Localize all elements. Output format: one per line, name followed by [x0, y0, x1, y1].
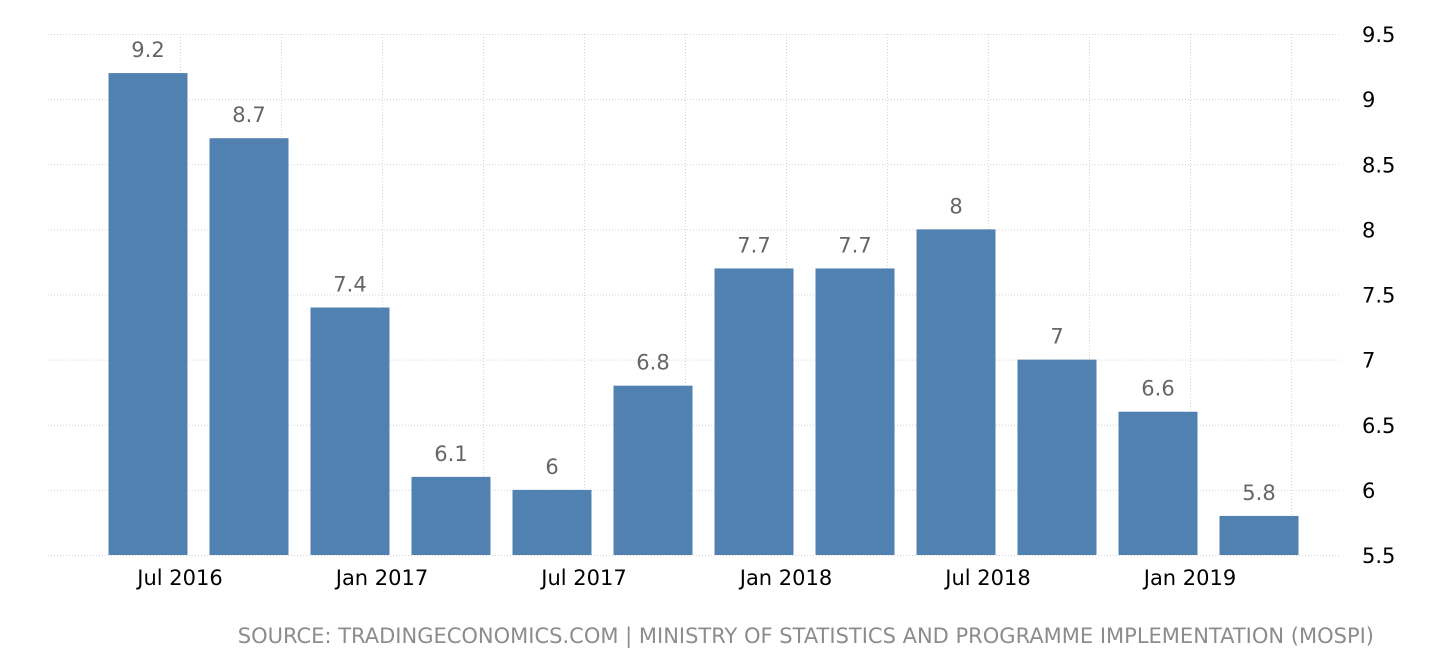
value-labels: 9.2 8.7 7.4 6.1 6 6.8 7.7 7.7 8 7 6.6 5.8	[131, 38, 1275, 505]
y-tick-label: 5.5	[1362, 544, 1395, 568]
grid-lines	[48, 34, 1340, 556]
y-tick-label: 9	[1362, 88, 1375, 112]
y-tick-label: 7	[1362, 349, 1375, 373]
y-tick-label: 7.5	[1362, 284, 1395, 308]
bar-value-label: 8	[949, 194, 962, 218]
bar-value-label: 7.7	[838, 233, 871, 257]
bar-value-label: 6	[545, 455, 558, 479]
bar[interactable]	[512, 489, 592, 555]
bar[interactable]	[815, 268, 895, 555]
x-tick-label: Jul 2018	[943, 566, 1030, 590]
bar[interactable]	[108, 73, 188, 555]
x-tick-label: Jul 2016	[135, 566, 222, 590]
bar-value-label: 5.8	[1242, 481, 1275, 505]
bar-value-label: 6.8	[636, 351, 669, 375]
bar[interactable]	[209, 138, 289, 555]
bar-value-label: 7.7	[737, 233, 770, 257]
bar[interactable]	[1118, 411, 1198, 555]
source-note: SOURCE: TRADINGECONOMICS.COM | MINISTRY …	[237, 624, 1374, 648]
bar-value-label: 6.1	[434, 442, 467, 466]
bar[interactable]	[310, 307, 390, 555]
bar-value-label: 6.6	[1141, 377, 1174, 401]
y-tick-label: 6	[1362, 479, 1375, 503]
bar[interactable]	[1219, 515, 1299, 555]
x-tick-label: Jul 2017	[539, 566, 626, 590]
bar[interactable]	[613, 385, 693, 555]
y-tick-label: 8.5	[1362, 153, 1395, 177]
bar[interactable]	[1017, 359, 1097, 555]
x-tick-label: Jan 2017	[334, 566, 429, 590]
x-tick-label: Jan 2018	[738, 566, 833, 590]
bars	[108, 73, 1299, 555]
x-tick-label: Jan 2019	[1142, 566, 1237, 590]
bar-value-label: 8.7	[232, 103, 265, 127]
y-tick-label: 9.5	[1362, 23, 1395, 47]
y-tick-label: 6.5	[1362, 414, 1395, 438]
bar-value-label: 9.2	[131, 38, 164, 62]
y-axis: 5.5 6 6.5 7 7.5 8 8.5 9 9.5	[1362, 23, 1395, 568]
bar-value-label: 7	[1050, 325, 1063, 349]
bar[interactable]	[411, 476, 491, 555]
y-tick-label: 8	[1362, 218, 1375, 242]
bar-value-label: 7.4	[333, 273, 366, 297]
bar[interactable]	[714, 268, 794, 555]
x-axis: Jul 2016 Jan 2017 Jul 2017 Jan 2018 Jul 2018…	[135, 566, 1236, 590]
bar[interactable]	[916, 229, 996, 555]
